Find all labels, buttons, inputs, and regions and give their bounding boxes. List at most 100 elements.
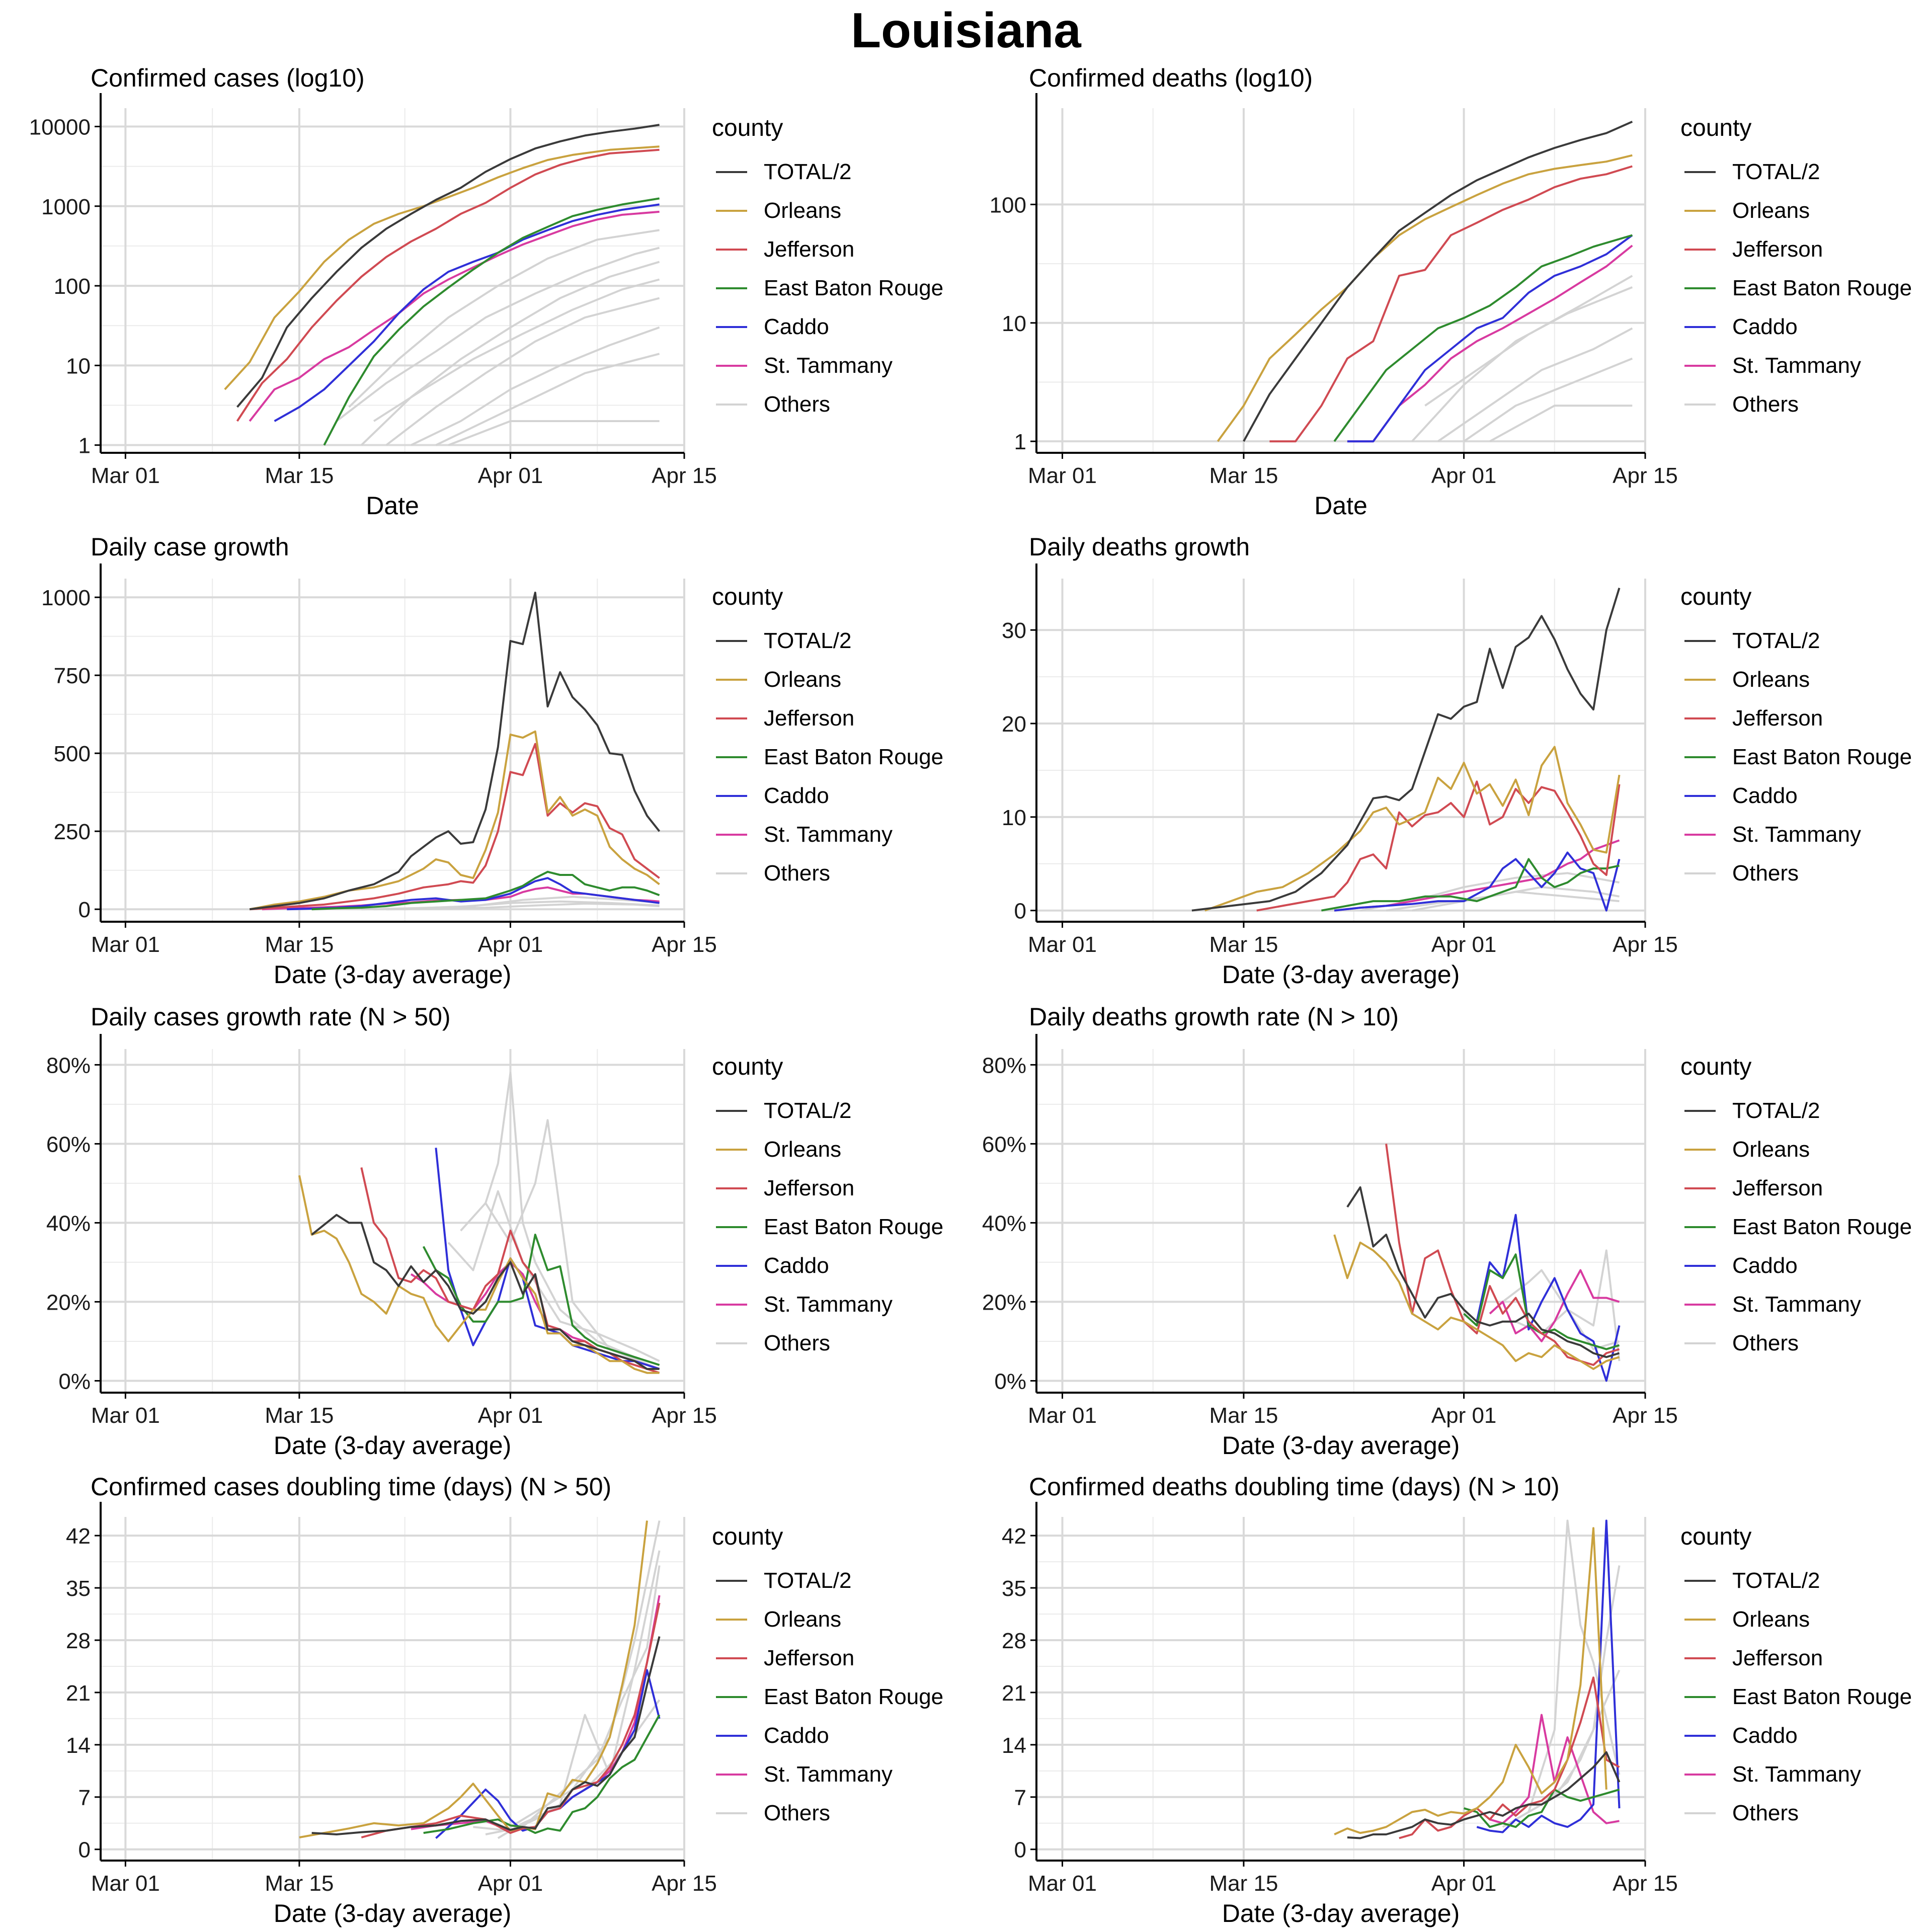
y-tick-label: 42: [66, 1524, 91, 1549]
x-tick-label: Mar 15: [265, 1871, 334, 1896]
legend-label: Caddo: [1732, 314, 1798, 339]
y-tick-label: 750: [54, 664, 91, 688]
legend-label: Jefferson: [1732, 1646, 1823, 1670]
y-tick-label: 60%: [982, 1132, 1026, 1157]
legend-label: Caddo: [1732, 1253, 1798, 1278]
series-line-east-baton-rouge: [422, 1234, 660, 1366]
legend-label: TOTAL/2: [764, 159, 851, 184]
legend-label: TOTAL/2: [1732, 159, 1820, 184]
legend-label: TOTAL/2: [1732, 1568, 1820, 1593]
x-tick-label: Apr 01: [478, 1403, 543, 1428]
series-line-east-baton-rouge: [323, 197, 660, 446]
chart-title: Confirmed deaths doubling time (days) (N…: [1029, 1473, 1560, 1501]
x-tick-label: Apr 15: [1613, 1403, 1678, 1428]
series-line-st-tammany: [1347, 245, 1633, 443]
legend-label: St. Tammany: [1732, 1762, 1861, 1787]
legend-label: East Baton Rouge: [1732, 276, 1912, 300]
x-tick-label: Apr 01: [478, 1871, 543, 1896]
y-tick-label: 35: [66, 1576, 91, 1601]
series-lines: [1191, 588, 1621, 912]
legend: county TOTAL/2 Orleans Jefferson East Baton …: [712, 1054, 943, 1355]
x-axis-label: Date (3-day average): [1222, 1899, 1460, 1927]
y-tick-label: 21: [66, 1681, 91, 1706]
series-line-total-2: [1191, 588, 1621, 912]
series-line-jefferson: [1385, 1144, 1620, 1366]
y-tick-label: 10: [1002, 311, 1026, 336]
series-line-orleans: [1334, 1527, 1607, 1835]
y-tick-label: 7: [1014, 1786, 1026, 1810]
y-tick-label: 500: [54, 742, 91, 766]
series-line-others: [348, 229, 660, 408]
series-line-jefferson: [361, 1602, 661, 1838]
series-line-total-2: [236, 124, 660, 408]
legend-label: Caddo: [764, 1253, 829, 1278]
y-tick-label: 0: [78, 898, 91, 922]
x-tick-label: Mar 15: [1209, 1403, 1278, 1428]
y-tick-label: 1: [1014, 430, 1026, 454]
legend-label: Caddo: [1732, 783, 1798, 808]
legend-label: Jefferson: [1732, 1176, 1823, 1200]
y-tick-label: 1: [78, 434, 91, 458]
chart-panel-2: Mar 01 Mar 15 Apr 01 Apr 15 1 10 100 Confirmed …: [990, 64, 1912, 520]
x-tick-label: Mar 15: [1209, 463, 1278, 488]
series-line-orleans: [1217, 154, 1633, 442]
legend-label: East Baton Rouge: [1732, 1215, 1912, 1239]
y-tick-label: 20%: [982, 1290, 1026, 1315]
x-tick-label: Apr 15: [1613, 1871, 1678, 1896]
x-tick-label: Mar 01: [91, 463, 160, 488]
legend: county TOTAL/2 Orleans Jefferson East Baton …: [1680, 115, 1912, 417]
y-tick-label: 0%: [58, 1369, 91, 1394]
legend-label: Others: [764, 392, 830, 417]
series-line-caddo: [287, 877, 660, 911]
series-line-others: [373, 278, 660, 422]
legend-label: Others: [764, 861, 830, 886]
legend-label: TOTAL/2: [764, 1098, 851, 1123]
series-line-orleans: [1333, 1234, 1620, 1370]
series-line-others: [373, 896, 660, 911]
legend-label: East Baton Rouge: [764, 745, 943, 769]
x-axis-label: Date (3-day average): [274, 1899, 511, 1927]
series-line-east-baton-rouge: [311, 870, 660, 911]
legend-title: county: [712, 1054, 783, 1080]
x-tick-label: Apr 15: [652, 1403, 717, 1428]
series-line-jefferson: [236, 148, 660, 422]
x-tick-label: Apr 01: [1431, 932, 1497, 957]
x-tick-label: Mar 01: [91, 932, 160, 957]
x-tick-label: Mar 01: [1028, 932, 1097, 957]
legend-label: St. Tammany: [764, 822, 893, 847]
x-axis-label: Date (3-day average): [274, 1431, 511, 1460]
series-line-caddo: [1347, 234, 1633, 443]
chart-title: Daily deaths growth rate (N > 10): [1029, 1003, 1399, 1031]
x-axis-label: Date (3-day average): [1222, 960, 1460, 989]
legend-label: TOTAL/2: [1732, 628, 1820, 653]
y-tick-label: 100: [990, 193, 1026, 217]
series-line-jefferson: [1269, 165, 1633, 443]
legend-label: Orleans: [764, 1137, 841, 1162]
x-tick-label: Mar 01: [1028, 1403, 1097, 1428]
series-line-orleans: [298, 1175, 660, 1374]
legend-label: Jefferson: [764, 1646, 854, 1670]
y-tick-label: 14: [66, 1733, 91, 1758]
legend-label: Others: [764, 1801, 830, 1825]
legend-title: county: [1680, 584, 1751, 610]
chart-title: Daily deaths growth: [1029, 533, 1250, 561]
chart-title: Daily case growth: [91, 533, 289, 561]
series-lines: [1334, 1519, 1621, 1839]
legend-title: county: [1680, 1054, 1751, 1080]
legend: county TOTAL/2 Orleans Jefferson East Baton …: [1680, 1523, 1912, 1825]
series-line-jefferson: [1256, 780, 1621, 912]
chart-panel-6: Mar 01 Mar 15 Apr 01 Apr 150%20%40%60%80%Da…: [982, 1003, 1912, 1460]
series-lines: [1217, 120, 1633, 443]
x-tick-label: Apr 15: [1613, 463, 1678, 488]
series-line-caddo: [274, 203, 660, 422]
series-line-orleans: [1204, 746, 1621, 912]
legend-label: Jefferson: [1732, 237, 1823, 262]
series-line-total-2: [311, 1636, 661, 1835]
x-tick-label: Mar 01: [1028, 463, 1097, 488]
series-line-caddo: [1334, 851, 1621, 912]
y-tick-label: 80%: [46, 1053, 91, 1078]
y-tick-label: 21: [1002, 1681, 1026, 1706]
legend-title: county: [712, 1523, 783, 1550]
y-tick-label: 10000: [29, 115, 91, 139]
